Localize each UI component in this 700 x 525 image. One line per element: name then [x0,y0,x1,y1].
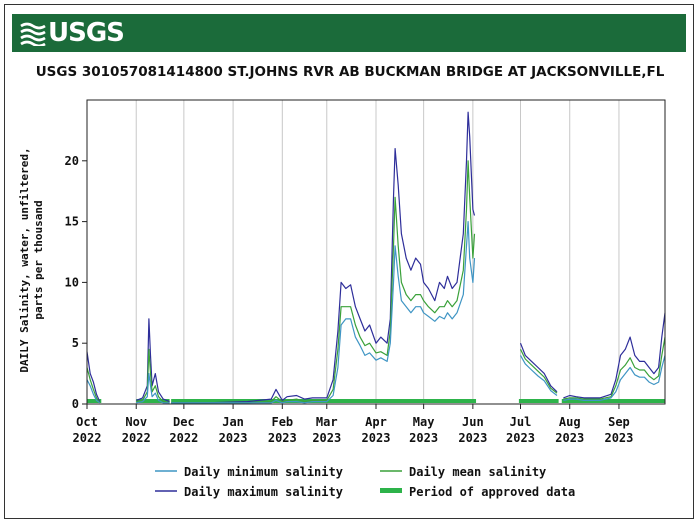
y-axis: 0 5 10 15 20 [65,154,87,411]
x-tick-year: 2023 [219,431,248,445]
y-tick-label: 10 [65,275,79,289]
x-tick-month: Feb [271,415,293,429]
x-tick-month: Jan [222,415,244,429]
figure-frame [4,4,694,519]
series-line-minimum [136,373,170,404]
x-tick-year: 2023 [409,431,438,445]
approved-period-bar [87,399,102,403]
x-tick-year: 2023 [312,431,341,445]
approved-period-bar [561,399,665,403]
grid [86,100,620,404]
x-axis: Oct 2022 Nov 2022 Dec 2022 Jan 2023 Feb 2023 Mar 20… [73,404,633,445]
series-line-minimum [86,379,101,404]
series-line-maximum [135,318,170,403]
x-tick-year: 2022 [122,431,151,445]
series-line-maximum [86,351,101,402]
x-tick-month: Apr [365,415,387,429]
x-tick-year: 2023 [268,431,297,445]
logo-text: USGS [48,18,125,48]
x-tick-year: 2022 [169,431,198,445]
series [86,111,666,404]
x-tick-month: Oct [76,415,98,429]
x-tick-year: 2023 [506,431,535,445]
y-tick-label: 5 [72,336,79,350]
x-tick-year: 2023 [604,431,633,445]
legend: Daily minimum salinity Daily mean salinit… [155,465,575,499]
x-tick-month: May [413,415,435,429]
x-tick-month: Dec [173,415,195,429]
y-tick-label: 15 [65,215,79,229]
x-tick-month: Sep [608,415,630,429]
series-line-minimum [519,355,558,396]
series-line-mean [519,349,558,394]
x-tick-month: Aug [559,415,581,429]
series-line-mean [171,160,476,404]
series-line-mean [136,348,170,404]
legend-label: Period of approved data [409,485,575,499]
series-line-mean [563,336,666,400]
series-line-minimum [563,355,666,401]
approved-period-bar [136,399,170,403]
legend-label: Daily mean salinity [409,465,546,479]
x-tick-year: 2022 [73,431,102,445]
y-tick-label: 0 [72,397,79,411]
chart-title: USGS 301057081414800 ST.JOHNS RVR AB BUC… [35,64,665,80]
legend-label: Daily maximum salinity [184,485,343,499]
usgs-banner: USGS [12,14,686,52]
x-tick-year: 2023 [555,431,584,445]
usgs-logo: USGS [20,17,125,49]
usgs-wave-icon [20,22,46,46]
x-tick-year: 2023 [458,431,487,445]
x-tick-month: Jun [462,415,484,429]
series-line-maximum [519,342,558,393]
series-line-mean [86,367,101,404]
approved-period-bar [518,399,559,403]
x-tick-month: Jul [510,415,532,429]
series-line-maximum [563,312,666,399]
y-tick-label: 20 [65,154,79,168]
legend-swatch [380,488,402,493]
series-line-minimum [171,221,476,404]
x-tick-year: 2023 [362,431,391,445]
series-line-maximum [171,111,476,404]
x-tick-month: Nov [125,415,147,429]
legend-label: Daily minimum salinity [184,465,343,479]
x-tick-month: Mar [316,415,338,429]
